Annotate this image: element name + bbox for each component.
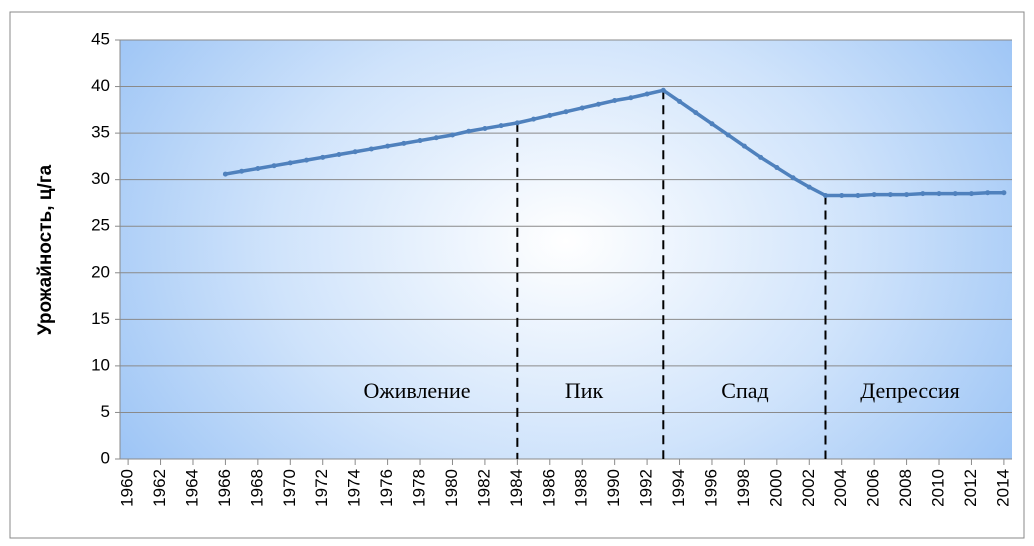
x-tick-label: 2000 bbox=[766, 469, 785, 507]
x-tick-label: 1990 bbox=[604, 469, 623, 507]
data-point bbox=[904, 192, 910, 198]
data-point bbox=[822, 192, 828, 198]
y-tick-label: 45 bbox=[91, 29, 110, 48]
x-tick-label: 2002 bbox=[799, 469, 818, 507]
x-tick-label: 1968 bbox=[247, 469, 266, 507]
x-tick-label: 1976 bbox=[377, 469, 396, 507]
data-point bbox=[417, 138, 423, 144]
data-point bbox=[871, 192, 877, 198]
x-tick-label: 1978 bbox=[410, 469, 429, 507]
x-tick-label: 1974 bbox=[345, 469, 364, 507]
x-tick-label: 2014 bbox=[993, 469, 1012, 507]
data-point bbox=[644, 91, 650, 97]
phase-label: Оживление bbox=[363, 378, 470, 403]
data-point bbox=[498, 123, 504, 129]
data-point bbox=[968, 191, 974, 197]
data-point bbox=[628, 95, 634, 101]
data-point bbox=[595, 101, 601, 107]
phase-label: Пик bbox=[565, 378, 604, 403]
y-tick-label: 25 bbox=[91, 216, 110, 235]
data-point bbox=[466, 128, 472, 134]
data-point bbox=[952, 191, 958, 197]
y-tick-label: 20 bbox=[91, 262, 110, 281]
y-tick-label: 15 bbox=[91, 309, 110, 328]
data-point bbox=[514, 120, 520, 126]
data-point bbox=[839, 192, 845, 198]
x-tick-label: 1982 bbox=[474, 469, 493, 507]
x-tick-label: 1970 bbox=[280, 469, 299, 507]
data-point bbox=[287, 160, 293, 166]
x-tick-label: 2006 bbox=[864, 469, 883, 507]
data-point bbox=[320, 154, 326, 160]
data-point bbox=[887, 192, 893, 198]
data-point bbox=[385, 143, 391, 149]
y-tick-label: 5 bbox=[101, 402, 110, 421]
data-point bbox=[985, 190, 991, 196]
data-point bbox=[936, 191, 942, 197]
data-point bbox=[547, 112, 553, 118]
data-point bbox=[806, 184, 812, 190]
data-point bbox=[401, 140, 407, 146]
y-tick-label: 0 bbox=[101, 448, 110, 467]
x-tick-label: 1962 bbox=[150, 469, 169, 507]
y-tick-label: 35 bbox=[91, 123, 110, 142]
x-tick-label: 1994 bbox=[669, 469, 688, 507]
x-tick-label: 2012 bbox=[961, 469, 980, 507]
data-point bbox=[741, 143, 747, 149]
y-tick-label: 40 bbox=[91, 76, 110, 95]
data-point bbox=[222, 171, 228, 177]
data-point bbox=[693, 110, 699, 116]
phase-label: Депрессия bbox=[860, 378, 960, 403]
data-point bbox=[855, 192, 861, 198]
data-point bbox=[660, 87, 666, 93]
x-tick-label: 1972 bbox=[312, 469, 331, 507]
data-point bbox=[433, 135, 439, 141]
data-point bbox=[563, 109, 569, 115]
y-axis-label: Урожайность, ц/га bbox=[35, 164, 56, 335]
x-tick-label: 1984 bbox=[507, 469, 526, 507]
data-point bbox=[336, 152, 342, 158]
data-point bbox=[239, 168, 245, 174]
x-tick-label: 1966 bbox=[215, 469, 234, 507]
data-point bbox=[352, 149, 358, 155]
data-point bbox=[304, 157, 310, 163]
x-tick-label: 1986 bbox=[539, 469, 558, 507]
data-point bbox=[1001, 190, 1007, 196]
x-tick-label: 1992 bbox=[637, 469, 656, 507]
data-point bbox=[579, 105, 585, 111]
data-point bbox=[725, 132, 731, 138]
x-tick-label: 1988 bbox=[572, 469, 591, 507]
x-tick-label: 2008 bbox=[896, 469, 915, 507]
data-point bbox=[531, 116, 537, 122]
data-point bbox=[677, 98, 683, 104]
data-point bbox=[482, 125, 488, 131]
x-tick-label: 2004 bbox=[831, 469, 850, 507]
data-point bbox=[790, 175, 796, 181]
data-point bbox=[709, 121, 715, 127]
x-tick-label: 1964 bbox=[182, 469, 201, 507]
data-point bbox=[271, 163, 277, 169]
y-tick-label: 10 bbox=[91, 355, 110, 374]
y-tick-label: 30 bbox=[91, 169, 110, 188]
data-point bbox=[368, 146, 374, 152]
data-point bbox=[612, 98, 618, 104]
x-tick-label: 1998 bbox=[734, 469, 753, 507]
x-tick-label: 1996 bbox=[701, 469, 720, 507]
x-tick-label: 1980 bbox=[442, 469, 461, 507]
x-tick-label: 2010 bbox=[929, 469, 948, 507]
data-point bbox=[758, 154, 764, 160]
phase-label: Спад bbox=[721, 378, 768, 403]
data-point bbox=[449, 132, 455, 138]
data-point bbox=[920, 191, 926, 197]
data-point bbox=[774, 165, 780, 171]
x-tick-label: 1960 bbox=[118, 469, 137, 507]
data-point bbox=[255, 165, 261, 171]
